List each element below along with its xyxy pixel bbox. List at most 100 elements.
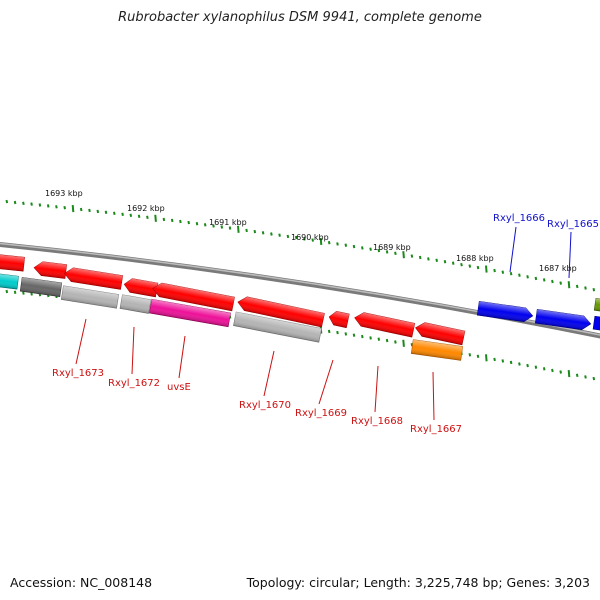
gene-arrow-red-9[interactable]	[414, 321, 466, 346]
gene-block-blue-edge[interactable]	[592, 315, 600, 332]
leader-rxyl-1669	[318, 359, 334, 405]
outer-ring-tick	[435, 258, 438, 262]
inner-ring-tick	[551, 368, 554, 373]
gene-arrow-red-8[interactable]	[353, 311, 416, 338]
kbp-label-group: 1693 kbp 1692 kbp 1691 kbp 1690 kbp 1689…	[45, 189, 577, 273]
leader-rxyl-1672	[131, 326, 135, 375]
gene-label-rxyl-1667[interactable]: Rxyl_1667	[410, 424, 462, 435]
gene-arrow-red-7[interactable]	[328, 310, 350, 329]
outer-ring-tick	[96, 209, 100, 214]
gene-arrow-red-2[interactable]	[33, 261, 68, 279]
inner-ring-tick	[394, 340, 397, 344]
inner-ring-tick	[385, 338, 389, 343]
outer-ring-tick	[311, 238, 314, 242]
gene-block-dark-grey[interactable]	[19, 276, 63, 298]
outer-ring-tick	[418, 255, 422, 260]
outer-ring-tick	[427, 257, 430, 261]
outer-ring-tick	[195, 222, 199, 226]
gene-block-grey-3[interactable]	[233, 311, 322, 343]
gene-row-reverse-1	[0, 253, 466, 346]
gene-label-group: Rxyl_1673 Rxyl_1672 uvsE Rxyl_1670 Rxyl_…	[52, 213, 599, 435]
label-leader-lines	[75, 226, 572, 421]
accession-text: Accession: NC_008148	[10, 575, 153, 590]
leader-rxyl-1667	[432, 371, 435, 421]
gene-arrow-red-6[interactable]	[236, 295, 325, 328]
inner-ring-tick	[567, 370, 571, 378]
gene-arrow-red-4[interactable]	[123, 277, 159, 298]
gene-label-rxyl-1670[interactable]: Rxyl_1670	[239, 400, 291, 411]
outer-ring-tick	[468, 264, 472, 268]
gene-block-grey-2[interactable]	[119, 294, 152, 314]
inner-ring-tick	[575, 373, 579, 377]
inner-ring-tick	[361, 334, 364, 339]
gene-block-magenta[interactable]	[149, 298, 231, 328]
outer-ring-tick	[46, 204, 50, 208]
outer-ring-tick	[13, 200, 17, 205]
outer-ring-tick	[542, 278, 546, 282]
gene-arrow-blue-2[interactable]	[534, 308, 592, 331]
leader-rxyl-1670	[263, 350, 275, 397]
outer-ring-tick	[584, 286, 587, 290]
outer-ring-tick	[460, 263, 463, 267]
inner-ring-tick	[493, 357, 496, 362]
outer-ring-tick	[212, 224, 215, 228]
outer-ring-tick	[237, 225, 240, 233]
outer-ring-tick	[369, 247, 372, 251]
gene-label-rxyl-1668[interactable]: Rxyl_1668	[351, 416, 403, 427]
gene-block-grey-1[interactable]	[60, 285, 120, 309]
outer-ring-tick	[30, 202, 33, 206]
outer-ring-tick	[575, 284, 579, 289]
inner-ring-tick	[402, 339, 405, 347]
gene-arrow-blue-1[interactable]	[476, 300, 534, 323]
inner-ring-tick	[5, 289, 9, 294]
inner-ring-tick	[336, 330, 339, 335]
inner-ring-tick	[468, 353, 472, 357]
kbp-label-1691: 1691 kbp	[209, 218, 247, 227]
inner-ring-tick	[534, 365, 538, 369]
outer-ring-tick	[567, 281, 571, 289]
outer-ring-tick	[71, 205, 75, 213]
leader-rxyl-1666	[509, 226, 517, 273]
outer-ring-tick	[154, 214, 157, 222]
leader-rxyl-1668	[374, 365, 379, 413]
gene-label-rxyl-1666[interactable]: Rxyl_1666	[493, 213, 545, 224]
kbp-label-1688: 1688 kbp	[456, 254, 494, 263]
inner-ring-tick	[476, 354, 480, 358]
gene-label-rxyl-1665[interactable]: Rxyl_1665	[547, 219, 599, 230]
kbp-label-1693: 1693 kbp	[45, 189, 83, 198]
gene-label-uvse[interactable]: uvsE	[167, 382, 191, 393]
inner-ring-tick	[344, 332, 348, 336]
outer-ring-tick	[79, 207, 83, 212]
gene-block-cyan[interactable]	[0, 272, 19, 290]
outer-ring-tick	[121, 212, 124, 216]
gene-row-reverse-2	[0, 272, 464, 361]
outer-ring-tick	[63, 206, 66, 210]
outer-ring-tick	[518, 273, 521, 277]
genome-stats-text: Topology: circular; Length: 3,225,748 bp…	[246, 575, 590, 590]
outer-ring-tick	[451, 261, 455, 265]
inner-ring-tick	[327, 329, 331, 334]
gene-block-orange[interactable]	[410, 339, 464, 361]
outer-ring-tick	[88, 208, 91, 213]
gene-label-rxyl-1672[interactable]: Rxyl_1672	[108, 378, 160, 389]
map-title: Rubrobacter xylanophilus DSM 9941, compl…	[118, 10, 482, 25]
inner-ring-tick	[584, 375, 587, 379]
inner-ring-tick	[592, 376, 596, 381]
gene-arrow-red-1[interactable]	[0, 253, 25, 272]
outer-ring-tick	[410, 254, 414, 258]
gene-arrow-red-5[interactable]	[151, 281, 235, 312]
gene-arrow-red-3[interactable]	[63, 267, 124, 290]
inner-ring-tick	[352, 333, 356, 337]
outer-ring-tick	[278, 233, 281, 237]
outer-ring-tick	[485, 265, 488, 273]
outer-ring-tick	[104, 210, 108, 214]
outer-ring-tick	[402, 251, 405, 259]
gene-block-olive[interactable]	[593, 298, 600, 313]
outer-ring-tick	[509, 272, 513, 276]
outer-ring-tick	[336, 242, 339, 246]
outer-ring-tick	[113, 211, 116, 215]
gene-label-rxyl-1673[interactable]: Rxyl_1673	[52, 368, 104, 379]
gene-label-rxyl-1669[interactable]: Rxyl_1669	[295, 408, 347, 419]
outer-ring-tick	[162, 217, 166, 222]
